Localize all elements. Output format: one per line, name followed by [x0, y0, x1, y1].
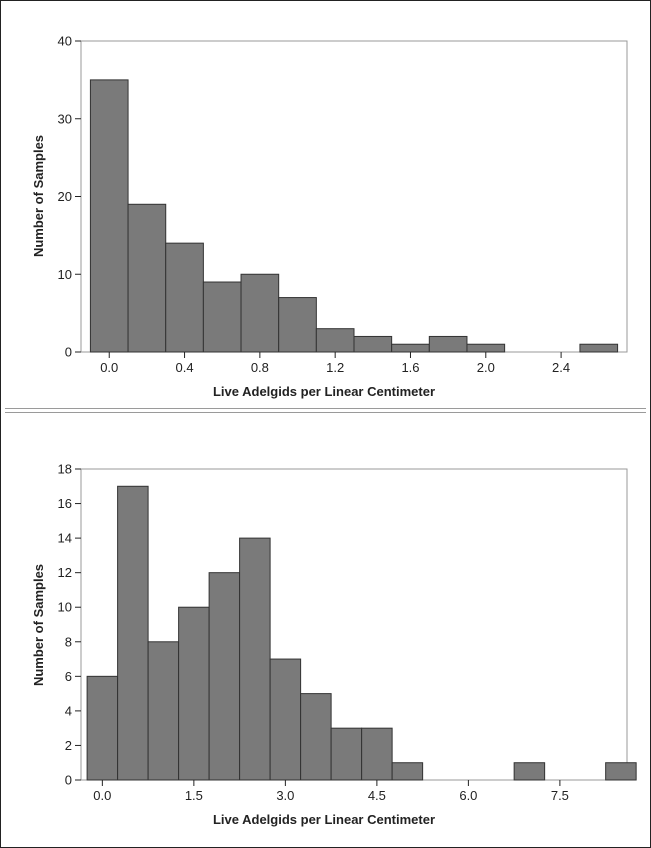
y-tick-label: 40: [58, 34, 72, 49]
histogram-bar: [148, 642, 179, 780]
histogram-bar: [87, 676, 118, 780]
histogram-bar: [514, 763, 545, 780]
x-tick-label: 1.5: [185, 788, 203, 803]
histogram-bar: [316, 329, 354, 352]
x-axis-title: Live Adelgids per Linear Centimeter: [213, 384, 435, 399]
histogram-bar: [301, 694, 332, 780]
histogram-bar: [179, 607, 210, 780]
histogram-bar: [580, 344, 618, 352]
x-tick-label: 3.0: [276, 788, 294, 803]
y-tick-label: 18: [58, 462, 72, 477]
histogram-bar: [118, 486, 149, 780]
x-tick-label: 1.6: [401, 360, 419, 375]
histogram-bar: [392, 763, 423, 780]
histogram-bar: [331, 728, 362, 780]
y-tick-label: 2: [65, 738, 72, 753]
histogram-bar: [203, 282, 241, 352]
histogram-bar: [166, 243, 204, 352]
histogram-bar: [354, 336, 392, 352]
y-tick-label: 8: [65, 634, 72, 649]
x-tick-label: 0.0: [100, 360, 118, 375]
histogram-bar: [392, 344, 430, 352]
panel-divider: [5, 408, 646, 413]
y-tick-label: 14: [58, 531, 72, 546]
x-tick-label: 0.8: [251, 360, 269, 375]
x-tick-label: 0.4: [176, 360, 194, 375]
histogram-top: 0 10 20 30 40 0.0 0.4 0.8 1.2 1.6 2.0 2.4 Live Ade…: [1, 1, 651, 406]
histogram-bar: [209, 573, 240, 780]
y-axis-title: Number of Samples: [31, 135, 46, 257]
x-tick-label: 7.5: [551, 788, 569, 803]
histogram-bar: [467, 344, 505, 352]
histogram-bar: [429, 336, 467, 352]
x-tick-label: 4.5: [368, 788, 386, 803]
histogram-bar: [279, 298, 317, 352]
histogram-bar: [240, 538, 270, 780]
histogram-bar: [606, 763, 637, 780]
x-axis-title: Live Adelgids per Linear Centimeter: [213, 812, 435, 827]
y-tick-label: 0: [65, 345, 72, 360]
y-tick-label: 0: [65, 773, 72, 788]
y-tick-label: 10: [58, 600, 72, 615]
histogram-bar: [362, 728, 393, 780]
x-tick-label: 0.0: [93, 788, 111, 803]
y-tick-label: 20: [58, 189, 72, 204]
y-tick-label: 10: [58, 267, 72, 282]
histogram-bottom: 0 2 4 6 8 10 12 14 16 18 0.0 1.5 3.0 4.5 6.0 7.5 Live …: [1, 425, 651, 845]
x-tick-label: 2.0: [477, 360, 495, 375]
x-tick-label: 2.4: [552, 360, 570, 375]
histogram-bar: [128, 204, 166, 352]
y-tick-label: 4: [65, 703, 72, 718]
histogram-bar: [241, 274, 279, 352]
y-tick-label: 6: [65, 669, 72, 684]
histogram-bar: [270, 659, 301, 780]
y-tick-label: 30: [58, 111, 72, 126]
y-axis-title: Number of Samples: [31, 564, 46, 686]
histogram-bar: [90, 80, 128, 352]
y-tick-label: 16: [58, 496, 72, 511]
x-tick-label: 6.0: [459, 788, 477, 803]
y-tick-label: 12: [58, 565, 72, 580]
x-tick-label: 1.2: [326, 360, 344, 375]
